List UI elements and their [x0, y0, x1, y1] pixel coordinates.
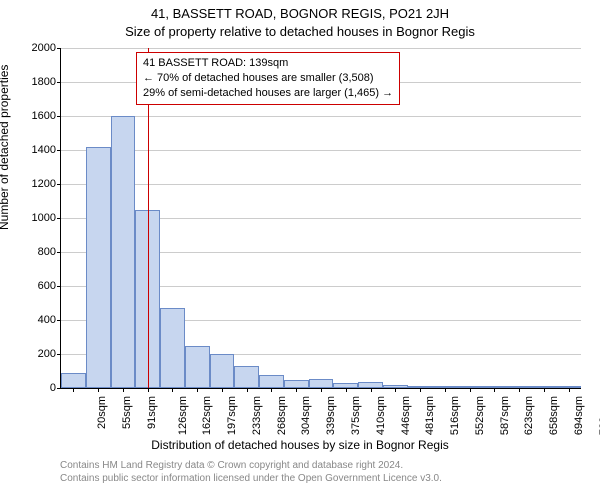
- xtick-label: 481sqm: [424, 396, 436, 435]
- xtick-label: 516sqm: [449, 396, 461, 435]
- xtick-label: 91sqm: [146, 396, 158, 429]
- xtick-label: 197sqm: [226, 396, 238, 435]
- ytick-label: 800: [38, 246, 56, 258]
- histogram-bar: [111, 116, 136, 388]
- chart-plot-area: 020040060080010001200140016001800200020s…: [60, 48, 581, 389]
- ytick-label: 1200: [32, 178, 56, 190]
- xtick-label: 339sqm: [325, 396, 337, 435]
- annotation-box: 41 BASSETT ROAD: 139sqm ← 70% of detache…: [136, 52, 400, 105]
- footer-line-2: Contains public sector information licen…: [60, 473, 442, 486]
- xtick-mark: [148, 388, 149, 392]
- xtick-mark: [197, 388, 198, 392]
- ytick-mark: [57, 184, 61, 185]
- ytick-label: 600: [38, 280, 56, 292]
- ytick-mark: [57, 286, 61, 287]
- xtick-label: 126sqm: [177, 396, 189, 435]
- xtick-label: 694sqm: [573, 396, 585, 435]
- ytick-label: 0: [50, 382, 56, 394]
- xtick-mark: [494, 388, 495, 392]
- xtick-label: 233sqm: [251, 396, 263, 435]
- histogram-bar: [160, 308, 185, 388]
- ytick-label: 400: [38, 314, 56, 326]
- ytick-mark: [57, 218, 61, 219]
- ytick-mark: [57, 320, 61, 321]
- xtick-mark: [123, 388, 124, 392]
- page-title-line2: Size of property relative to detached ho…: [0, 24, 600, 39]
- ytick-mark: [57, 82, 61, 83]
- xtick-label: 268sqm: [276, 396, 288, 435]
- annotation-line-1: 41 BASSETT ROAD: 139sqm: [143, 56, 393, 71]
- xtick-label: 446sqm: [400, 396, 412, 435]
- histogram-bar: [185, 346, 210, 389]
- xtick-mark: [445, 388, 446, 392]
- ytick-mark: [57, 150, 61, 151]
- xtick-label: 375sqm: [350, 396, 362, 435]
- xtick-mark: [172, 388, 173, 392]
- xtick-mark: [98, 388, 99, 392]
- histogram-bar: [210, 354, 235, 388]
- histogram-bar: [259, 375, 284, 388]
- xtick-label: 552sqm: [474, 396, 486, 435]
- xtick-mark: [519, 388, 520, 392]
- ytick-mark: [57, 48, 61, 49]
- histogram-bar: [234, 366, 259, 388]
- histogram-bar: [86, 147, 111, 388]
- ytick-label: 2000: [32, 42, 56, 54]
- xtick-label: 20sqm: [96, 396, 108, 429]
- x-axis-label: Distribution of detached houses by size …: [0, 438, 600, 452]
- y-axis-label: Number of detached properties: [0, 65, 11, 230]
- xtick-label: 623sqm: [523, 396, 535, 435]
- ytick-label: 1600: [32, 110, 56, 122]
- xtick-label: 162sqm: [202, 396, 214, 435]
- annotation-line-2: ← 70% of detached houses are smaller (3,…: [143, 71, 393, 86]
- xtick-mark: [73, 388, 74, 392]
- ytick-label: 1800: [32, 76, 56, 88]
- ytick-label: 1000: [32, 212, 56, 224]
- gridline: [61, 48, 581, 49]
- page-title-line1: 41, BASSETT ROAD, BOGNOR REGIS, PO21 2JH: [0, 6, 600, 21]
- gridline: [61, 150, 581, 151]
- ytick-mark: [57, 354, 61, 355]
- gridline: [61, 184, 581, 185]
- ytick-label: 200: [38, 348, 56, 360]
- footer-line-1: Contains HM Land Registry data © Crown c…: [60, 460, 442, 473]
- xtick-mark: [321, 388, 322, 392]
- histogram-bar: [61, 373, 86, 388]
- xtick-label: 55sqm: [121, 396, 133, 429]
- ytick-mark: [57, 388, 61, 389]
- xtick-label: 304sqm: [301, 396, 313, 435]
- xtick-mark: [271, 388, 272, 392]
- xtick-label: 587sqm: [499, 396, 511, 435]
- xtick-mark: [346, 388, 347, 392]
- xtick-label: 410sqm: [375, 396, 387, 435]
- xtick-mark: [247, 388, 248, 392]
- histogram-bar: [309, 379, 334, 388]
- xtick-mark: [395, 388, 396, 392]
- xtick-label: 658sqm: [548, 396, 560, 435]
- annotation-line-3: 29% of semi-detached houses are larger (…: [143, 86, 393, 101]
- xtick-mark: [470, 388, 471, 392]
- ytick-label: 1400: [32, 144, 56, 156]
- gridline: [61, 116, 581, 117]
- xtick-mark: [296, 388, 297, 392]
- histogram-bar: [284, 380, 309, 389]
- ytick-mark: [57, 116, 61, 117]
- xtick-mark: [420, 388, 421, 392]
- xtick-mark: [222, 388, 223, 392]
- xtick-mark: [569, 388, 570, 392]
- footer-attribution: Contains HM Land Registry data © Crown c…: [60, 460, 442, 485]
- xtick-mark: [371, 388, 372, 392]
- xtick-mark: [544, 388, 545, 392]
- ytick-mark: [57, 252, 61, 253]
